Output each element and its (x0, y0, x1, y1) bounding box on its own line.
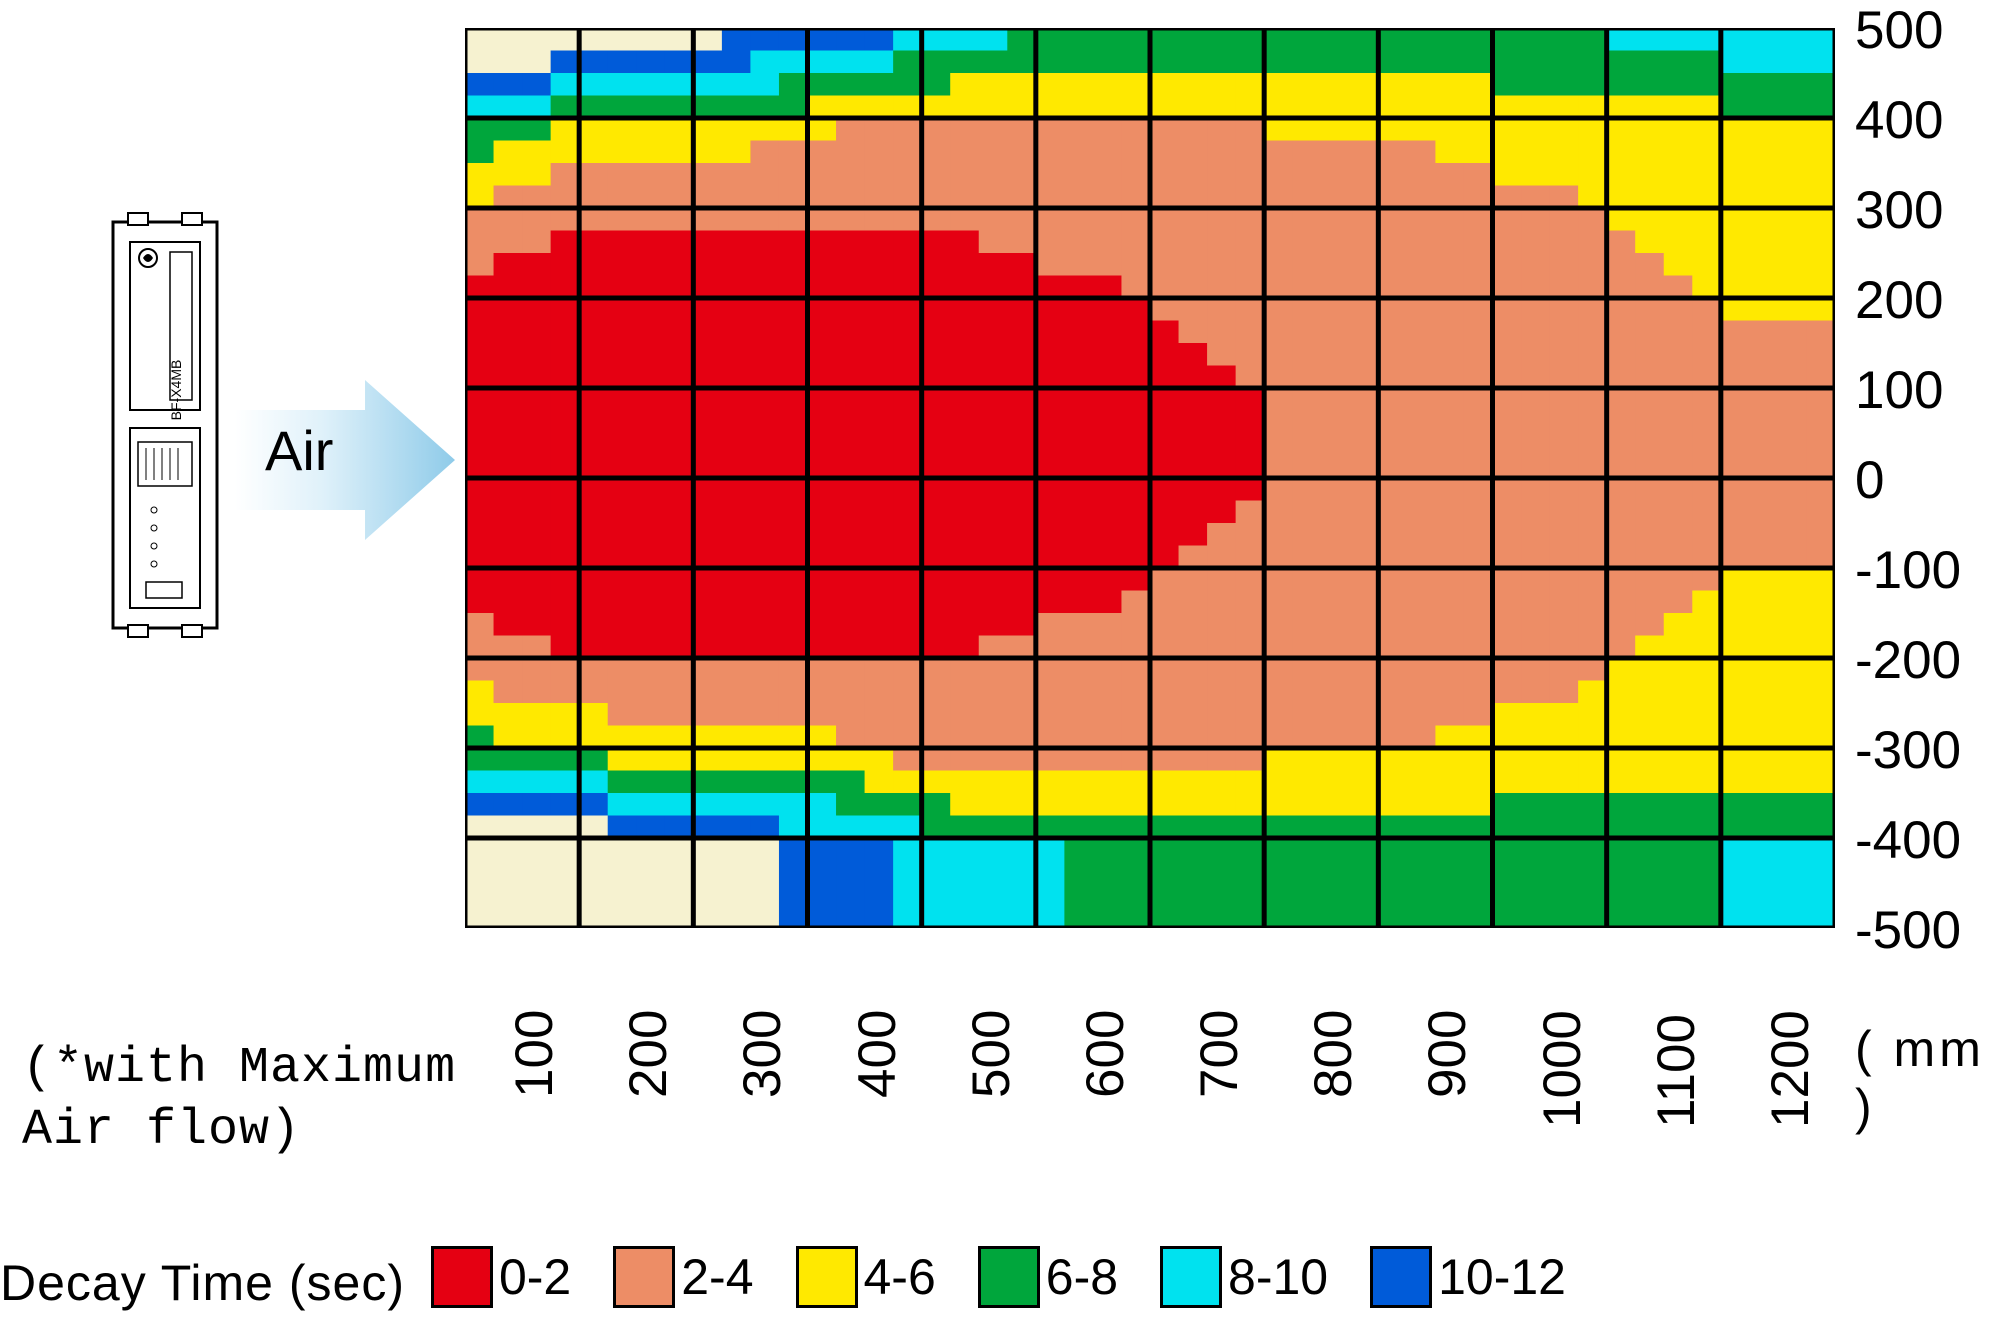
x-tick-label: 500 (961, 1010, 1022, 1098)
legend-swatch (796, 1246, 858, 1308)
ionizer-device-icon: BF-X4MB (110, 210, 220, 640)
note-text: (*with Maximum Air flow) (22, 1038, 456, 1162)
x-tick-label: 800 (1303, 1010, 1364, 1098)
legend-label: 10-12 (1438, 1248, 1566, 1306)
y-tick-label: 300 (1855, 180, 1943, 241)
legend-swatch (978, 1246, 1040, 1308)
x-tick-label: 900 (1417, 1010, 1478, 1098)
y-tick-label: -300 (1855, 720, 1961, 781)
legend-item: 2-4 (613, 1246, 753, 1308)
svg-text:BF-X4MB: BF-X4MB (168, 360, 184, 421)
legend-swatch (431, 1246, 493, 1308)
decay-time-contour-chart (465, 28, 1835, 928)
legend-item: 0-2 (431, 1246, 571, 1308)
note-line-1: (*with Maximum (22, 1038, 456, 1100)
legend-item: 10-12 (1370, 1246, 1566, 1308)
legend-label: 6-8 (1046, 1248, 1118, 1306)
legend-item: 4-6 (796, 1246, 936, 1308)
figure-root: BF-X4MB (0, 0, 2000, 1341)
y-tick-label: -100 (1855, 540, 1961, 601)
x-tick-label: 200 (618, 1010, 679, 1098)
air-label: Air (265, 418, 333, 483)
x-tick-label: 400 (847, 1010, 908, 1098)
legend-label: 8-10 (1228, 1248, 1328, 1306)
y-tick-label: 200 (1855, 270, 1943, 331)
legend-label: 0-2 (499, 1248, 571, 1306)
legend-swatch (1160, 1246, 1222, 1308)
y-tick-label: -400 (1855, 810, 1961, 871)
legend-label: 4-6 (864, 1248, 936, 1306)
legend: Decay Time (sec) 0-2 2-4 4-6 6-8 8-10 10-12 (0, 1246, 2000, 1320)
y-tick-label: -500 (1855, 900, 1961, 961)
x-tick-label: 100 (504, 1010, 565, 1098)
x-tick-label: 1000 (1532, 1010, 1593, 1128)
legend-item: 6-8 (978, 1246, 1118, 1308)
x-tick-label: 1100 (1646, 1014, 1707, 1128)
x-tick-label: 300 (732, 1010, 793, 1098)
y-tick-label: -200 (1855, 630, 1961, 691)
x-tick-label: 1200 (1760, 1010, 1821, 1128)
y-tick-label: 500 (1855, 0, 1943, 61)
x-tick-label: 600 (1075, 1010, 1136, 1098)
legend-title: Decay Time (sec) (0, 1254, 405, 1312)
y-tick-label: 0 (1855, 450, 1884, 511)
x-tick-label: 700 (1189, 1010, 1250, 1098)
legend-swatch (613, 1246, 675, 1308)
y-tick-label: 100 (1855, 360, 1943, 421)
legend-item: 8-10 (1160, 1246, 1328, 1308)
y-tick-label: 400 (1855, 90, 1943, 151)
legend-swatch (1370, 1246, 1432, 1308)
legend-label: 2-4 (681, 1248, 753, 1306)
note-line-2: Air flow) (22, 1100, 456, 1162)
x-axis-unit: ( mm ) (1855, 1020, 2000, 1136)
